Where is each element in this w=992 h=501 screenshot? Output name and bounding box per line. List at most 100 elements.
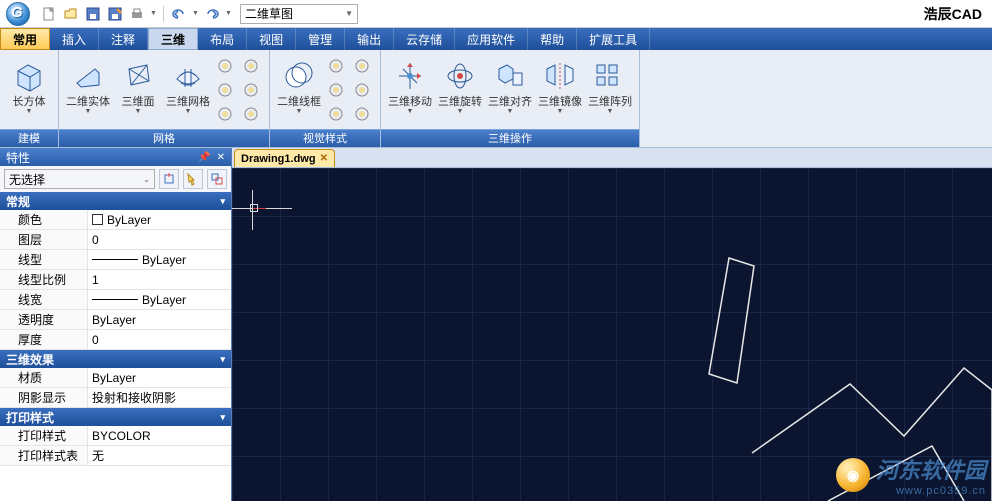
menu-常用[interactable]: 常用 [0, 28, 50, 50]
document-tab[interactable]: Drawing1.dwg ✕ [234, 149, 335, 167]
smallB-icon[interactable] [217, 82, 235, 100]
selection-row: 无选择 ⌄ [0, 166, 231, 192]
prop-key: 线型 [0, 250, 88, 269]
prop-key: 透明度 [0, 310, 88, 329]
globeD-icon[interactable] [354, 58, 372, 76]
color-swatch [92, 214, 103, 225]
prop-value: ByLayer [142, 293, 186, 307]
solid2d-button[interactable]: 二维实体▼ [65, 54, 111, 129]
align3d-button[interactable]: 三维对齐▼ [487, 54, 533, 129]
align3d-label: 三维对齐 [488, 96, 532, 108]
pin-icon[interactable]: 📌 [198, 152, 210, 163]
prop-row[interactable]: 线宽ByLayer [0, 290, 231, 310]
menu-视图[interactable]: 视图 [247, 28, 296, 50]
menu-插入[interactable]: 插入 [50, 28, 99, 50]
solid2d-icon [70, 58, 106, 94]
menu-管理[interactable]: 管理 [296, 28, 345, 50]
drawing-canvas[interactable]: ◉ 河东软件园 www.pc0359.cn [232, 168, 992, 501]
menu-帮助[interactable]: 帮助 [528, 28, 577, 50]
section-常规[interactable]: 常规▾ [0, 192, 231, 210]
open-icon[interactable] [62, 5, 80, 23]
smallC-icon[interactable] [217, 106, 235, 124]
globeF-icon[interactable] [354, 106, 372, 124]
section-打印样式[interactable]: 打印样式▾ [0, 408, 231, 426]
mirror3d-icon [542, 58, 578, 94]
selection-label: 无选择 [9, 171, 45, 188]
globeC-icon[interactable] [328, 106, 346, 124]
saveas-icon[interactable] [106, 5, 124, 23]
smallA-icon[interactable] [217, 58, 235, 76]
ribbon-group-视觉样式: 二维线框▼视觉样式 [270, 50, 381, 147]
prop-key: 厚度 [0, 330, 88, 349]
app-logo[interactable] [6, 2, 30, 26]
ribbon-group-建模: 长方体▼建模 [0, 50, 59, 147]
prop-row[interactable]: 线型比例1 [0, 270, 231, 290]
prop-row[interactable]: 材质ByLayer [0, 368, 231, 388]
smallD-icon[interactable] [243, 58, 261, 76]
prop-row[interactable]: 图层0 [0, 230, 231, 250]
select-similar-button[interactable] [207, 169, 227, 189]
menu-云存储[interactable]: 云存储 [394, 28, 455, 50]
prop-value: ByLayer [142, 253, 186, 267]
close-icon[interactable]: ✕ [320, 153, 328, 164]
cuboid-label: 长方体 [13, 96, 46, 108]
pick-add-button[interactable] [159, 169, 179, 189]
prop-value: 1 [92, 273, 99, 287]
save-icon[interactable] [84, 5, 102, 23]
face3d-button[interactable]: 三维面▼ [115, 54, 161, 129]
titlebar: ▼ ▼ ▼ 二维草图 ▼ 浩辰CAD [0, 0, 992, 28]
prop-row[interactable]: 颜色ByLayer [0, 210, 231, 230]
mirror3d-button[interactable]: 三维镜像▼ [537, 54, 583, 129]
menu-注释[interactable]: 注释 [99, 28, 148, 50]
globeB-icon[interactable] [328, 82, 346, 100]
print-dropdown[interactable]: ▼ [150, 10, 157, 17]
chevron-down-icon: ⌄ [143, 175, 150, 184]
undo-dropdown[interactable]: ▼ [192, 10, 199, 17]
array3d-button[interactable]: 三维阵列▼ [587, 54, 633, 129]
redo-dropdown[interactable]: ▼ [225, 10, 232, 17]
prop-row[interactable]: 打印样式表无 [0, 446, 231, 466]
menu-三维[interactable]: 三维 [148, 28, 198, 50]
globeA-icon[interactable] [328, 58, 346, 76]
rotate3d-button[interactable]: 三维旋转▼ [437, 54, 483, 129]
ribbon-group-三维操作: 三维移动▼三维旋转▼三维对齐▼三维镜像▼三维阵列▼三维操作 [381, 50, 640, 147]
undo-icon[interactable] [170, 5, 188, 23]
quick-select-button[interactable] [183, 169, 203, 189]
chevron-icon: ▾ [220, 196, 225, 207]
selection-dropdown[interactable]: 无选择 ⌄ [4, 169, 155, 189]
prop-key: 材质 [0, 368, 88, 387]
prop-row[interactable]: 阴影显示投射和接收阴影 [0, 388, 231, 408]
cuboid-button[interactable]: 长方体▼ [6, 54, 52, 129]
smallE-icon[interactable] [243, 82, 261, 100]
mesh3d-label: 三维网格 [166, 96, 210, 108]
rotate3d-label: 三维旋转 [438, 96, 482, 108]
mesh3d-button[interactable]: 三维网格▼ [165, 54, 211, 129]
smallF-icon[interactable] [243, 106, 261, 124]
globeE-icon[interactable] [354, 82, 372, 100]
panel-header: 特性 📌 ✕ [0, 148, 231, 166]
prop-key: 颜色 [0, 210, 88, 229]
menu-布局[interactable]: 布局 [198, 28, 247, 50]
close-icon[interactable]: ✕ [217, 152, 225, 163]
workspace-dropdown[interactable]: 二维草图 ▼ [240, 4, 358, 24]
menu-扩展工具[interactable]: 扩展工具 [577, 28, 650, 50]
ribbon-label: 视觉样式 [270, 129, 380, 147]
prop-row[interactable]: 打印样式BYCOLOR [0, 426, 231, 446]
prop-key: 图层 [0, 230, 88, 249]
drawing-shape[interactable] [828, 446, 964, 501]
drawing-shape[interactable] [709, 258, 754, 383]
prop-row[interactable]: 线型 ByLayer [0, 250, 231, 270]
print-icon[interactable] [128, 5, 146, 23]
menu-输出[interactable]: 输出 [345, 28, 394, 50]
prop-key: 阴影显示 [0, 388, 88, 407]
redo-icon[interactable] [203, 5, 221, 23]
new-icon[interactable] [40, 5, 58, 23]
menu-应用软件[interactable]: 应用软件 [455, 28, 528, 50]
prop-row[interactable]: 厚度0 [0, 330, 231, 350]
prop-row[interactable]: 透明度ByLayer [0, 310, 231, 330]
drawing-shape[interactable] [752, 368, 992, 501]
section-三维效果[interactable]: 三维效果▾ [0, 350, 231, 368]
move3d-button[interactable]: 三维移动▼ [387, 54, 433, 129]
wireframe2d-button[interactable]: 二维线框▼ [276, 54, 322, 129]
align3d-icon [492, 58, 528, 94]
